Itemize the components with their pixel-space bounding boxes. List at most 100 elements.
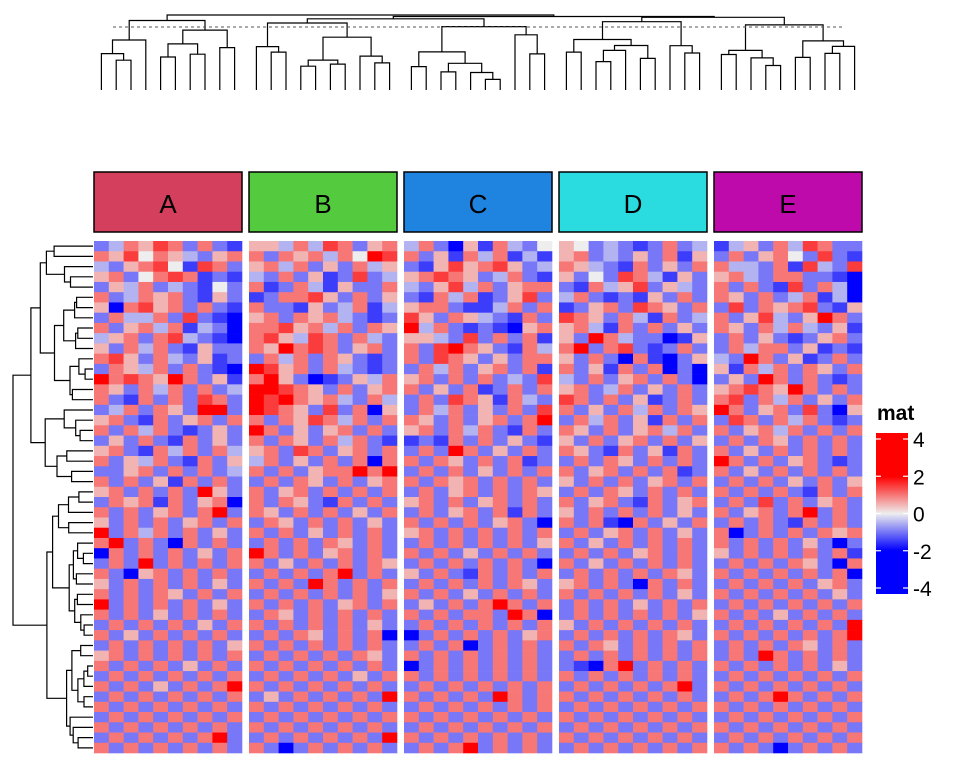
heatmap-cell [197,456,213,467]
heatmap-cell [618,548,634,559]
heatmap-cell [433,394,449,406]
heatmap-cell [677,435,693,447]
heatmap-cell [197,425,213,436]
heatmap-cell [308,671,324,682]
heatmap-cell [212,343,228,354]
heatmap-cell [507,507,523,518]
heatmap-cell [182,558,198,569]
heatmap-cell [633,527,649,539]
heatmap-cell [323,292,339,303]
dendrogram-branch [74,301,93,319]
heatmap-cell [647,671,663,682]
heatmap-cell [817,363,833,375]
heatmap-cell [537,476,553,488]
heatmap-cell [832,722,848,733]
heatmap-cell [507,394,523,406]
heatmap-cell [478,732,494,744]
heatmap-cell [108,701,124,713]
heatmap-cell [337,415,353,426]
heatmap-cell [492,599,508,610]
heatmap-cell [123,681,139,692]
heatmap-cell [633,497,649,508]
heatmap-cell [603,333,619,344]
heatmap-cell [618,353,634,365]
heatmap-cell [367,456,383,467]
heatmap-cell [559,425,575,436]
heatmap-cell [94,619,110,631]
heatmap-cell [123,701,139,713]
heatmap-cell [714,353,730,365]
heatmap-cell [278,650,294,662]
heatmap-cell [337,251,353,262]
heatmap-cell [662,507,678,518]
heatmap-cell [492,281,508,293]
heatmap-cell [337,517,353,529]
heatmap-cell [647,681,663,692]
heatmap-cell [433,650,449,662]
heatmap-cell [153,302,169,313]
heatmap-cell [168,609,184,621]
heatmap-cell [573,742,589,754]
heatmap-cell [559,517,575,529]
heatmap-cell [773,251,789,262]
heatmap-cell [728,343,744,354]
heatmap-cell [293,722,309,733]
heatmap-cell [197,281,213,293]
heatmap-cell [212,712,228,723]
heatmap-cell [153,251,169,262]
heatmap-cell [168,312,184,324]
heatmap-cell [728,425,744,436]
heatmap-cell [249,568,265,580]
heatmap-cell [308,507,324,518]
heatmap-cell [123,486,139,498]
heatmap-cell [293,281,309,293]
heatmap-cell [692,517,708,529]
heatmap-cell [197,384,213,395]
heatmap-cell [352,660,368,672]
heatmap-cell [308,333,324,344]
heatmap-cell [123,650,139,662]
heatmap-cell [773,568,789,580]
heatmap-cell [418,609,434,621]
heatmap-cell [728,312,744,324]
heatmap-cell [647,251,663,262]
slice-annotation-C [403,171,553,233]
heatmap-cell [94,353,110,365]
dendrogram-branch [514,34,538,90]
heatmap-cell [492,261,508,273]
heatmap-cell [692,589,708,600]
heatmap-cell [647,261,663,273]
heatmap-cell [743,732,759,744]
heatmap-cell [537,333,553,344]
heatmap-cell [817,701,833,713]
heatmap-cell [463,691,479,703]
heatmap-cell [433,722,449,733]
heatmap-cell [382,722,398,733]
heatmap-cell [168,322,184,334]
heatmap-cell [323,333,339,344]
heatmap-cell [802,476,818,488]
heatmap-cell [714,599,730,610]
heatmap-cell [182,701,198,713]
heatmap-cell [559,486,575,498]
heatmap-cell [847,568,863,580]
heatmap-cell [492,271,508,283]
heatmap-cell [108,445,124,457]
heatmap-cell [108,261,124,273]
heatmap-cell [433,578,449,590]
heatmap-cell [382,312,398,324]
heatmap-cell [153,363,169,375]
heatmap-cell [743,251,759,262]
heatmap-cell [278,251,294,262]
heatmap-cell [758,394,774,406]
heatmap-cell [197,271,213,283]
heatmap-cell [212,701,228,713]
heatmap-cell [573,619,589,631]
heatmap-cell [249,353,265,365]
heatmap-cell [728,394,744,406]
heatmap-cell [559,712,575,723]
heatmap-cell [153,712,169,723]
heatmap-cell [478,507,494,518]
heatmap-cell [758,271,774,283]
heatmap-cell [773,415,789,426]
